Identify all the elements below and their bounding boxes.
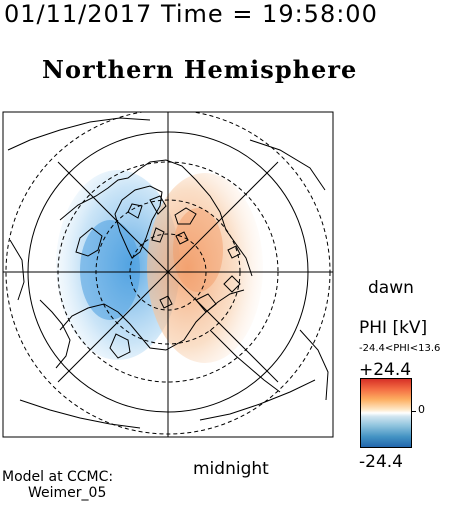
longitude-line (57, 161, 279, 383)
legend-title: PHI [kV] (359, 318, 428, 338)
legend-min-label: -24.4 (359, 452, 403, 472)
credit-line-1: Model at CCMC: (2, 469, 114, 485)
coastlines (7, 117, 329, 429)
legend-range: -24.4<PHI<13.6 (359, 343, 441, 354)
midnight-label: midnight (193, 459, 269, 479)
date-time-header: 01/11/2017 Time = 19:58:00 (4, 0, 378, 28)
legend-max-label: +24.4 (359, 360, 412, 380)
model-credit: Model at CCMC: Weimer_05 (2, 469, 113, 501)
positive-potential-cell (147, 173, 263, 363)
legend-zero-label: 0 (418, 403, 425, 416)
color-bar-tick (412, 411, 416, 412)
map-title: Northern Hemisphere (42, 55, 358, 84)
credit-line-2: Weimer_05 (28, 485, 107, 501)
color-bar (360, 378, 412, 448)
dawn-label: dawn (368, 278, 414, 298)
